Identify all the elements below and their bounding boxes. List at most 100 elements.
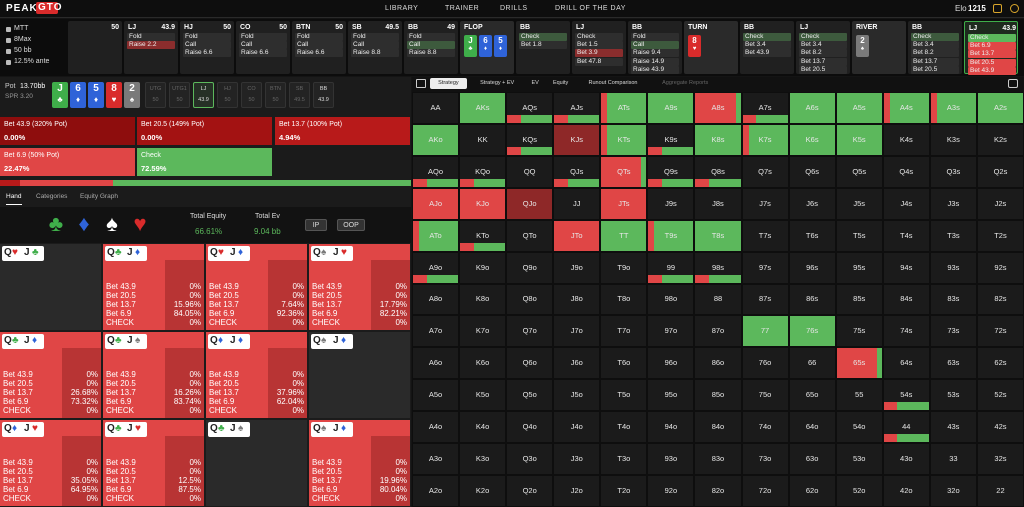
range-cell[interactable]: K9s (647, 123, 695, 156)
action-option[interactable]: Fold (407, 33, 455, 41)
range-cell[interactable]: Q5s (835, 155, 883, 188)
range-cell[interactable]: 65s (835, 347, 883, 380)
range-cell[interactable]: AKo (412, 123, 460, 156)
range-cell[interactable]: 66 (788, 347, 836, 380)
action-column[interactable]: RIVER 2 ♠ (852, 21, 906, 74)
range-cell[interactable]: 54o (835, 411, 883, 444)
range-cell[interactable]: J2o (553, 475, 601, 507)
range-cell[interactable]: 22 (976, 475, 1024, 507)
action-option[interactable]: Call (183, 41, 231, 50)
range-cell[interactable]: 54s (882, 379, 930, 412)
range-cell[interactable]: Q4o (506, 411, 554, 444)
seat-chip[interactable]: HJ 50 (217, 82, 238, 108)
suit-filter[interactable]: ♦ (78, 211, 90, 236)
seat-chip[interactable]: UTG 50 (145, 82, 166, 108)
range-cell[interactable]: 52o (835, 475, 883, 507)
range-cell[interactable]: 62s (976, 347, 1024, 380)
range-cell[interactable]: JTo (553, 219, 601, 252)
view-icon[interactable] (416, 79, 426, 88)
range-cell[interactable]: 44 (882, 411, 930, 444)
hand-cell[interactable]: Q ♠ J ♥ Bet 43.9 0% Bet 20.5 0% Bet 13.7 17.79% Be… (309, 244, 410, 330)
action-option[interactable]: Check (519, 33, 567, 41)
action-column[interactable]: HJ 50 Fold Call Raise 6.6 (180, 21, 234, 74)
action-option[interactable]: Bet 20.5 (799, 65, 847, 74)
icon[interactable] (1010, 4, 1019, 13)
range-cell[interactable]: Q9o (506, 251, 554, 284)
action-option[interactable]: Bet 6.9 (968, 42, 1016, 51)
action-column[interactable]: TURN 8 ♥ (684, 21, 738, 74)
range-cell[interactable]: J4s (882, 187, 930, 220)
range-cell[interactable]: T9s (647, 219, 695, 252)
range-cell[interactable]: 63o (788, 443, 836, 476)
action-option[interactable]: Bet 8.2 (799, 49, 847, 58)
strategy-bar[interactable]: Bet 43.9 (320% Pot) 0.00% (0, 117, 135, 145)
range-cell[interactable]: 97s (741, 251, 789, 284)
range-cell[interactable]: K6s (788, 123, 836, 156)
range-cell[interactable]: K9o (459, 251, 507, 284)
action-option[interactable]: Raise 2.2 (127, 41, 175, 50)
range-cell[interactable]: 85o (694, 379, 742, 412)
nav-item[interactable]: DRILL OF THE DAY (555, 5, 626, 12)
action-option[interactable]: Check (743, 33, 791, 41)
range-cell[interactable]: T6s (788, 219, 836, 252)
action-column[interactable]: LJ Check Bet 1.5 Bet 3.9 Bet 47.8 (572, 21, 626, 74)
range-cell[interactable]: 84s (882, 283, 930, 316)
range-cell[interactable]: 53s (929, 379, 977, 412)
action-option[interactable]: Call (239, 41, 287, 50)
range-cell[interactable]: 83s (929, 283, 977, 316)
range-cell[interactable]: 96s (788, 251, 836, 284)
range-cell[interactable]: KJo (459, 187, 507, 220)
range-cell[interactable]: K7o (459, 315, 507, 348)
range-cell[interactable]: KK (459, 123, 507, 156)
action-option[interactable]: Fold (127, 33, 175, 41)
range-cell[interactable]: 43o (882, 443, 930, 476)
strategy-bar[interactable]: Check 72.59% (137, 148, 272, 176)
action-option[interactable]: Raise 6.6 (295, 49, 343, 58)
hand-tab[interactable]: Equity Graph (80, 193, 118, 200)
seat-chip[interactable]: SB 49.5 (289, 82, 310, 108)
range-cell[interactable]: K2s (976, 123, 1024, 156)
range-cell[interactable]: AJo (412, 187, 460, 220)
action-option[interactable]: Raise 14.9 (631, 57, 679, 66)
range-cell[interactable]: A3o (412, 443, 460, 476)
action-column[interactable]: CO 50 Fold Call Raise 6.6 (236, 21, 290, 74)
range-cell[interactable]: 85s (835, 283, 883, 316)
seat-chip[interactable]: LJ 43.9 (193, 82, 214, 108)
range-cell[interactable]: KJs (553, 123, 601, 156)
range-cell[interactable]: J7s (741, 187, 789, 220)
range-cell[interactable]: T8s (694, 219, 742, 252)
action-option[interactable]: Raise 9.4 (631, 49, 679, 58)
range-cell[interactable]: J5s (835, 187, 883, 220)
range-cell[interactable]: T2o (600, 475, 648, 507)
range-cell[interactable]: 65o (788, 379, 836, 412)
range-cell[interactable]: A8o (412, 283, 460, 316)
range-cell[interactable]: Q2o (506, 475, 554, 507)
range-cell[interactable]: QTo (506, 219, 554, 252)
range-cell[interactable]: 76o (741, 347, 789, 380)
seat-chip[interactable]: CO 50 (241, 82, 262, 108)
action-option[interactable]: Bet 43.9 (743, 49, 791, 58)
range-cell[interactable]: T4o (600, 411, 648, 444)
range-cell[interactable]: T9o (600, 251, 648, 284)
view-tab[interactable]: EV (531, 80, 539, 86)
range-cell[interactable]: 93o (647, 443, 695, 476)
seat-chip[interactable]: BB 43.9 (313, 82, 334, 108)
action-option[interactable]: Bet 47.8 (575, 57, 623, 66)
seat-chip[interactable]: UTG1 50 (169, 82, 190, 108)
range-cell[interactable]: T8o (600, 283, 648, 316)
view-tab[interactable]: Aggregate Reports (662, 80, 709, 86)
action-option[interactable]: Fold (351, 33, 399, 41)
hand-tab[interactable]: Categories (36, 193, 68, 200)
range-cell[interactable]: K2o (459, 475, 507, 507)
range-cell[interactable]: K4o (459, 411, 507, 444)
action-option[interactable]: Bet 13.7 (968, 50, 1016, 59)
range-cell[interactable]: K5s (835, 123, 883, 156)
hand-cell[interactable]: Q ♥ J ♣ (0, 244, 101, 330)
range-cell[interactable]: T6o (600, 347, 648, 380)
action-option[interactable]: Raise 43.9 (631, 65, 679, 74)
range-cell[interactable]: A7s (741, 92, 789, 124)
nav-item[interactable]: LIBRARY (385, 5, 419, 12)
range-cell[interactable]: 87s (741, 283, 789, 316)
range-cell[interactable]: 86o (694, 347, 742, 380)
range-cell[interactable]: J8o (553, 283, 601, 316)
